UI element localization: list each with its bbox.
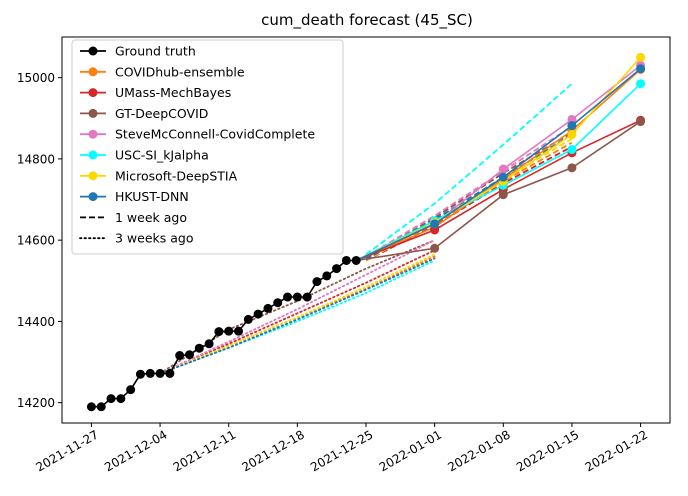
legend-marker (88, 108, 98, 118)
ground-truth-point (135, 369, 145, 379)
y-tick-label: 14800 (17, 152, 55, 166)
ground-truth-point (253, 309, 263, 319)
ground-truth-point (86, 402, 96, 412)
legend-label: USC-SI_kJalpha (115, 148, 209, 163)
y-tick-label: 14200 (17, 396, 55, 410)
ground-truth-point (96, 402, 106, 412)
forecast-point (430, 219, 440, 229)
x-tick-label: 2021-11-27 (34, 427, 101, 474)
legend-label: Ground truth (115, 44, 196, 59)
forecast-point (636, 79, 646, 89)
x-axis: 2021-11-27 2021-12-04 2021-12-11 2021-12-18… (34, 423, 650, 474)
ground-truth-point (234, 326, 244, 336)
x-tick-label: 2021-12-25 (308, 427, 375, 474)
ground-truth-point (155, 368, 165, 378)
three-weeks-ago-line-3 (159, 239, 436, 375)
ground-truth-point (126, 385, 136, 395)
legend-label: 3 weeks ago (115, 231, 194, 246)
x-tick-label: 2022-01-08 (445, 427, 512, 474)
three-weeks-ago-line-6 (159, 257, 436, 375)
x-tick-label: 2022-01-15 (514, 427, 581, 474)
ground-truth-point (292, 292, 302, 302)
forecast-point (498, 172, 508, 182)
one-week-ago-line-4 (365, 83, 573, 256)
ground-truth-point (243, 314, 253, 324)
forecast-line-6 (355, 68, 642, 262)
y-tick-label: 14400 (17, 315, 55, 329)
ground-truth-point (273, 298, 283, 308)
forecast-point (567, 145, 577, 155)
ground-truth-point (214, 327, 224, 337)
ground-truth-point (224, 326, 234, 336)
forecast-point (636, 64, 646, 74)
ground-truth-point (263, 303, 273, 313)
x-tick-label: 2021-12-04 (102, 427, 169, 474)
legend-marker (88, 129, 98, 139)
forecast-point (567, 130, 577, 140)
ground-truth-point (332, 264, 342, 274)
legend-label: UMass-MechBayes (115, 85, 231, 100)
three-weeks-ago-line-5 (159, 253, 436, 375)
three-weeks-ago-line-1 (159, 249, 436, 375)
ground-truth-point (322, 271, 332, 281)
forecast-point (567, 163, 577, 173)
legend-label: SteveMcConnell-CovidComplete (115, 127, 315, 142)
ground-truth-point (351, 255, 361, 265)
ground-truth-point (145, 368, 155, 378)
legend-marker (88, 192, 98, 202)
x-tick-label: 2022-01-22 (583, 427, 650, 474)
ground-truth-point (204, 339, 214, 349)
ground-truth-point (175, 351, 185, 361)
ground-truth-point (341, 255, 351, 265)
forecast-point (636, 52, 646, 62)
ground-truth-point (312, 277, 322, 287)
one-week-ago-line-3 (365, 125, 573, 258)
forecast-point (430, 243, 440, 253)
ground-truth-point (283, 292, 293, 302)
forecast-point (636, 117, 646, 127)
legend-label: GT-DeepCOVID (115, 106, 208, 121)
forecast-point (498, 164, 508, 174)
legend-marker (88, 88, 98, 98)
y-tick-label: 14600 (17, 234, 55, 248)
legend-marker (88, 150, 98, 160)
ground-truth-point (165, 368, 175, 378)
one-week-ago-lines (365, 83, 573, 262)
legend-label: COVIDhub-ensemble (115, 64, 245, 79)
x-tick-label: 2021-12-18 (239, 427, 306, 474)
ground-truth-line (91, 259, 357, 408)
y-tick-label: 15000 (17, 71, 55, 85)
chart-title: cum_death forecast (45_SC) (261, 11, 473, 30)
ground-truth-point (106, 394, 116, 404)
legend-marker (88, 46, 98, 56)
ground-truth-point (116, 394, 126, 404)
forecast-point (567, 121, 577, 131)
legend-label: 1 week ago (115, 210, 187, 225)
legend-label: Microsoft-DeepSTIA (115, 168, 238, 183)
legend-marker (88, 171, 98, 181)
x-tick-label: 2021-12-11 (171, 427, 238, 474)
ground-truth-point (184, 350, 194, 360)
forecast-series (355, 52, 646, 262)
ground-truth-point (302, 292, 312, 302)
x-tick-label: 2022-01-01 (377, 427, 444, 474)
y-axis: 14200 14400 14600 14800 15000 (17, 71, 62, 410)
three-weeks-ago-lines (159, 239, 436, 375)
legend-box (71, 39, 344, 255)
legend: Ground truth COVIDhub-ensemble UMass-MechB… (71, 39, 344, 255)
legend-label: HKUST-DNN (115, 189, 189, 204)
ground-truth-point (194, 343, 204, 353)
forecast-line-3 (355, 64, 642, 262)
ground-truth-series (86, 255, 361, 412)
forecast-point (498, 190, 508, 200)
legend-marker (88, 67, 98, 77)
